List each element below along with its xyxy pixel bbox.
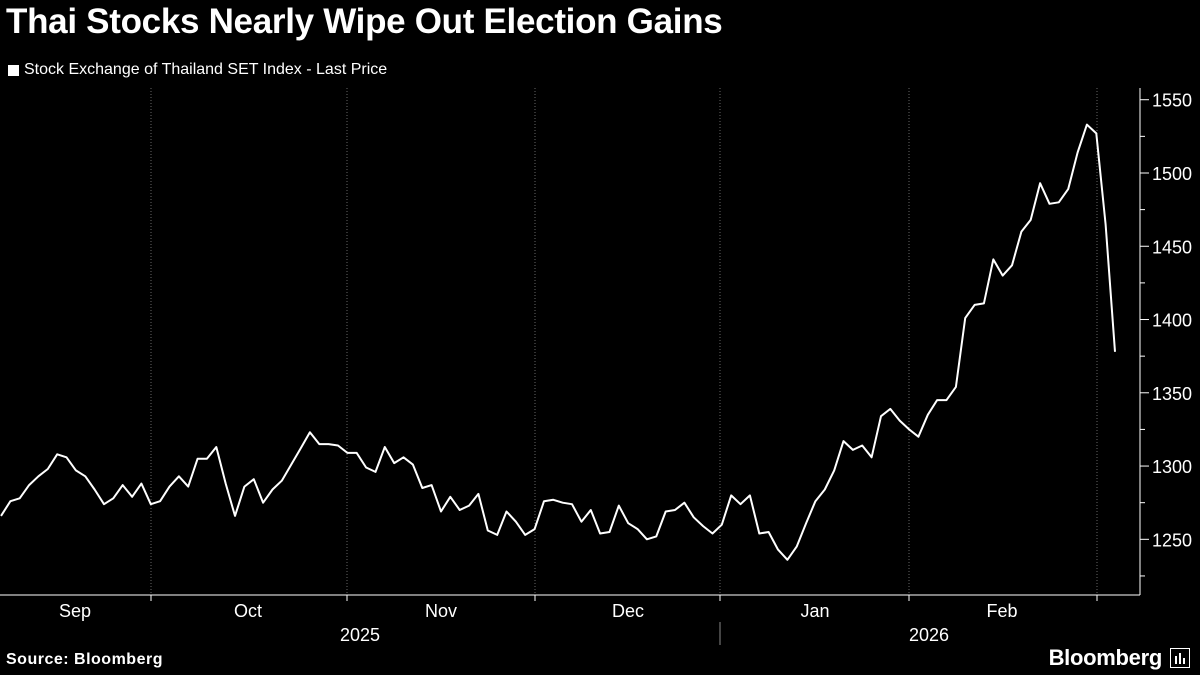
- y-tick-label: 1300: [1152, 457, 1192, 477]
- x-month-label: Feb: [986, 601, 1017, 621]
- legend: Stock Exchange of Thailand SET Index - L…: [8, 61, 387, 79]
- brand-chart-icon: [1170, 648, 1190, 668]
- legend-label: Stock Exchange of Thailand SET Index - L…: [24, 61, 388, 78]
- x-month-label: Sep: [59, 601, 91, 621]
- x-month-label: Jan: [800, 601, 829, 621]
- x-year-label: 2025: [340, 625, 380, 645]
- y-tick-label: 1550: [1152, 91, 1192, 111]
- legend-swatch: [8, 64, 19, 76]
- x-month-label: Oct: [234, 601, 262, 621]
- chart-title: Thai Stocks Nearly Wipe Out Election Gai…: [6, 2, 723, 41]
- y-tick-label: 1250: [1152, 530, 1192, 550]
- x-year-label: 2026: [909, 625, 949, 645]
- x-month-label: Dec: [612, 601, 644, 621]
- brand-text: Bloomberg: [1048, 645, 1163, 670]
- series-line-set-index: [0, 123, 1116, 561]
- y-tick-label: 1350: [1152, 384, 1192, 404]
- y-tick-label: 1400: [1152, 311, 1192, 331]
- y-tick-label: 1500: [1152, 164, 1192, 184]
- source-note: Source: Bloomberg: [6, 651, 163, 668]
- y-tick-label: 1450: [1152, 237, 1192, 257]
- brand-logo: Bloomberg: [1049, 645, 1190, 671]
- x-month-label: Nov: [425, 601, 457, 621]
